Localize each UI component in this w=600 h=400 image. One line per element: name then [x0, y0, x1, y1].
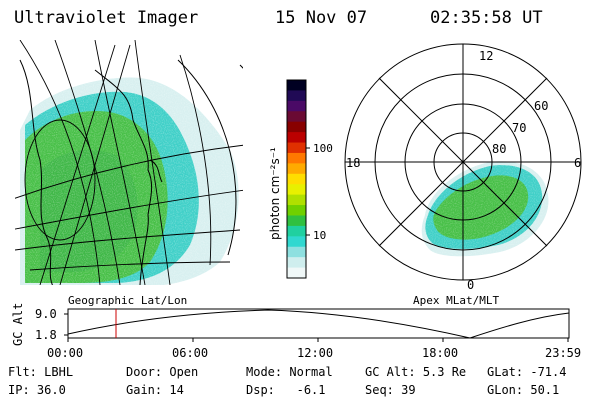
geographic-image	[15, 40, 243, 285]
mlt-label-0: 0	[467, 278, 474, 292]
colorbar-segment	[287, 225, 306, 237]
colorbar-segment	[287, 100, 306, 112]
param-seq-value: 39	[401, 383, 416, 397]
alt-xtick-0000: 00:00	[47, 346, 83, 360]
colorbar-tick-10: 10	[313, 229, 326, 242]
colorbar-segment	[287, 90, 306, 102]
param-dsp: Dsp: -6.1	[246, 383, 326, 397]
param-dsp-value: -6.1	[296, 383, 326, 397]
colorbar-tick-100: 100	[313, 142, 333, 155]
param-flt: Flt: LBHL	[8, 365, 74, 379]
colorbar	[287, 80, 306, 279]
alt-ytick-low: 1.8	[35, 328, 57, 342]
colorbar-unit-label: photon cm⁻²s⁻¹	[268, 147, 282, 240]
colorbar-segment	[287, 132, 306, 144]
lat-label-60: 60	[534, 99, 548, 113]
param-gain-value: 14	[169, 383, 184, 397]
colorbar-segment	[287, 152, 306, 164]
param-mode-value: Normal	[289, 365, 333, 379]
mlt-label-12: 12	[479, 49, 493, 63]
colorbar-segment	[287, 121, 306, 133]
param-gcalt-value: 5.3 Re	[422, 365, 467, 379]
colorbar-segment	[287, 257, 306, 269]
param-glon: GLon: 50.1	[487, 383, 560, 397]
mlt-label-18: 18	[346, 156, 360, 170]
param-mode: Mode: Normal	[246, 365, 333, 379]
param-door-value: Open	[169, 365, 199, 379]
altitude-plot	[64, 308, 570, 342]
date-label: 15 Nov 07	[275, 8, 368, 28]
colorbar-segment	[287, 80, 306, 92]
alt-xtick-2359: 23:59	[545, 346, 581, 360]
colorbar-segment	[287, 236, 306, 248]
param-seq: Seq: 39	[365, 383, 416, 397]
alt-xtick-0600: 06:00	[172, 346, 208, 360]
time-label: 02:35:58 UT	[430, 8, 543, 28]
polar-grid	[344, 43, 582, 281]
param-door: Door: Open	[126, 365, 199, 379]
polar-image	[420, 155, 555, 260]
colorbar-segment	[287, 173, 306, 185]
colorbar-frame	[286, 79, 307, 279]
param-ip-value: 36.0	[36, 383, 66, 397]
param-gain: Gain: 14	[126, 383, 184, 397]
param-gcalt: GC Alt: 5.3 Re	[365, 365, 467, 379]
alt-ytick-high: 9.0	[35, 307, 57, 321]
param-flt-value: LBHL	[44, 365, 74, 379]
polar-panel-label: Apex MLat/MLT	[413, 294, 499, 307]
colorbar-segment	[287, 246, 306, 258]
colorbar-segment	[287, 215, 306, 227]
param-glon-value: 50.1	[530, 383, 560, 397]
alt-xtick-1200: 12:00	[297, 346, 333, 360]
param-ip: IP: 36.0	[8, 383, 66, 397]
lat-label-80: 80	[492, 142, 506, 156]
instrument-title: Ultraviolet Imager	[14, 8, 199, 28]
mlt-label-6: 6	[574, 156, 581, 170]
alt-ylabel: GC Alt	[11, 303, 25, 346]
colorbar-segment	[287, 205, 306, 217]
colorbar-segment	[287, 267, 306, 279]
param-glat: GLat: -71.4	[487, 365, 567, 379]
colorbar-segment	[287, 163, 306, 175]
geo-panel-label: Geographic Lat/Lon	[68, 294, 187, 307]
lat-label-70: 70	[512, 121, 526, 135]
param-glat-value: -71.4	[530, 365, 567, 379]
colorbar-segment	[287, 194, 306, 206]
colorbar-segment	[287, 184, 306, 196]
colorbar-segment	[287, 111, 306, 123]
colorbar-segment	[287, 142, 306, 154]
alt-xtick-1800: 18:00	[422, 346, 458, 360]
